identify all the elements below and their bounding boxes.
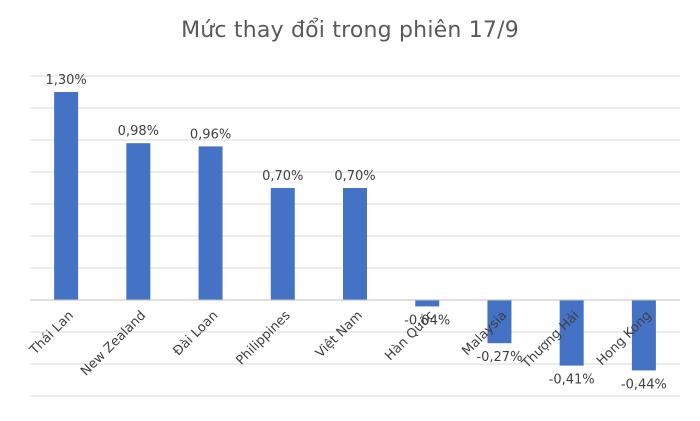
data-label: -0,44%: [621, 377, 667, 392]
chart-title: Mức thay đổi trong phiên 17/9: [181, 18, 519, 43]
data-label: 1,30%: [45, 73, 86, 88]
value-labels: 1,30% 0,98% 0,96% 0,70% 0,70% -0,04% -0,27% -0,…: [45, 73, 666, 392]
category-label: Đài Loan: [170, 308, 221, 359]
bar: [343, 188, 367, 300]
bar: [631, 300, 656, 371]
data-label: 0,96%: [190, 127, 231, 142]
data-label: 0,98%: [118, 124, 159, 139]
data-label: -0,41%: [549, 373, 595, 388]
category-label: Việt Nam: [313, 308, 366, 361]
bar: [415, 300, 440, 307]
data-label: -0,27%: [476, 350, 522, 365]
bar: [126, 143, 151, 300]
bar: [559, 300, 584, 366]
category-label: Thái Lan: [26, 308, 76, 358]
bar: [487, 300, 512, 344]
data-label: -0,04%: [404, 313, 450, 328]
bars: [54, 92, 656, 371]
data-label: 0,70%: [334, 169, 375, 184]
bar: [54, 92, 79, 300]
data-label: 0,70%: [262, 169, 303, 184]
bar: [198, 146, 223, 300]
bar: [270, 188, 295, 300]
category-label: New Zealand: [78, 308, 149, 379]
category-label: Philippines: [233, 308, 293, 368]
